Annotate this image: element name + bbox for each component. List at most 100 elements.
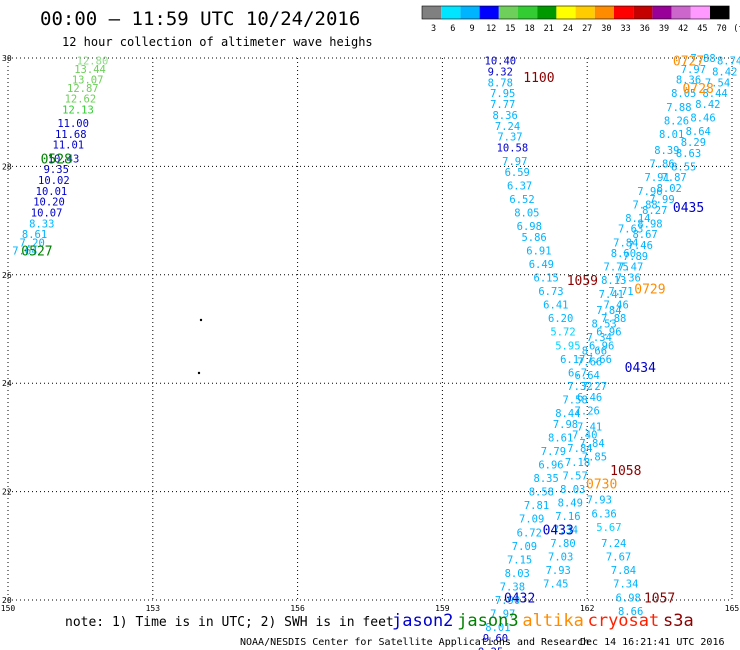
swh-value-label: 8.60 [611,248,636,260]
swh-value-label: 8.05 [514,207,539,219]
swh-value-label: 8.53 [591,319,616,331]
pass-time-label: 1100 [523,71,554,86]
x-tick-label: 156 [290,604,305,613]
swh-value-label: 7.64 [12,245,37,257]
swh-value-label: 8.55 [671,161,696,173]
swh-value-label: 7.24 [495,121,520,133]
swh-value-label: 5.72 [550,327,575,339]
colorbar-label: 45 [697,24,707,34]
swh-value-label: 7.84 [611,565,636,577]
swh-value-label: 7.99 [649,194,674,206]
swh-value-label: 7.90 [495,595,520,607]
colorbar-swatch [633,6,653,19]
swh-value-label: 8.27 [642,205,667,217]
swh-value-label: 7.20 [19,237,44,249]
colorbar-swatch [594,6,614,19]
colorbar-frame [421,5,730,20]
swh-value-label: 8.35 [534,473,559,485]
swh-value-label: 7.38 [500,581,525,593]
colorbar-swatch [422,6,442,19]
swh-value-label: 6.52 [509,194,534,206]
swh-value-label: 7.34 [553,525,578,537]
swh-value-label: 8.67 [632,229,657,241]
swh-value-label: 7.87 [661,172,686,184]
legend-s3a: s3a [663,611,694,631]
swh-value-label: 9.25 [478,646,503,650]
swh-value-label: 10.40 [485,56,517,68]
swh-value-label: 7.85 [582,451,607,463]
colorbar-swatch [460,6,480,19]
legend-altika: altika [522,611,583,631]
swh-value-label: 9.60 [483,633,508,645]
legend-cryosat: cryosat [588,611,660,631]
colorbar-swatch [575,6,595,19]
swh-value-label: 8.33 [29,218,54,230]
swh-value-label: 11.01 [53,140,85,152]
swh-value-label: 7.40 [572,430,597,442]
swh-value-label: 7.93 [587,495,612,507]
x-tick-label: 153 [146,604,161,613]
y-tick-label: 28 [2,162,12,171]
swh-value-label: 7.88 [601,313,626,325]
swh-value-label: 7.96 [637,186,662,198]
swh-value-label: 6.37 [507,180,532,192]
swh-value-label: 7.58 [562,394,587,406]
swh-value-label: 6.98 [517,221,542,233]
pass-time-label: 0730 [586,477,617,492]
swh-value-label: 7.77 [490,99,515,111]
swh-value-label: 12.13 [62,104,94,116]
swh-value-label: 6.46 [577,392,602,404]
x-tick-label: 159 [435,604,450,613]
colorbar-label: 33 [620,24,630,34]
colorbar-label: 30 [601,24,611,34]
swh-value-label: 7.27 [582,381,607,393]
pass-time-label: 0434 [625,361,656,376]
swh-value-label: 8.36 [492,110,517,122]
pass-time-labels: 0528 0527 1100 0727 0728 0435 1059 0729 0434 1058… [21,55,714,607]
swh-value-label: 8.61 [548,432,573,444]
colorbar-swatch [479,6,499,19]
swh-value-label: 7.37 [497,132,522,144]
x-tick-label: 150 [1,604,16,613]
y-tick-label: 20 [2,596,12,605]
swh-value-label: 7.98 [553,419,578,431]
colorbar-swatch [614,6,634,19]
swh-value-label: 7.84 [613,237,638,249]
pass-time-label: 1058 [610,464,641,479]
swh-value-label: 10.07 [31,207,63,219]
swh-value-label: 11.68 [55,129,87,141]
swh-value-label: 7.15 [507,554,532,566]
swh-value-label: 7.34 [587,332,612,344]
swh-value-label: 8.64 [686,126,711,138]
swh-value-label: 7.54 [705,77,730,89]
footer-timestamp: Dec 14 16:21:41 UTC 2016 [580,637,725,648]
pass-time-label: 0729 [634,282,665,297]
swh-value-label: 7.97 [681,64,706,76]
swh-value-label: 7.18 [565,457,590,469]
swh-value-label: 7.46 [628,240,653,252]
swh-value-label: 7.88 [632,199,657,211]
swh-value-label: 7.86 [649,159,674,171]
swh-value-label: 7.46 [604,300,629,312]
pass-time-label: 0432 [504,591,535,606]
swh-value-label: 7.97 [490,609,515,621]
x-tick-label: 162 [580,604,595,613]
swh-value-label: 8.74 [717,56,740,68]
swh-value-label: 7.26 [575,405,600,417]
swh-value-label: 7.91 [645,172,670,184]
swh-value-label: 9.35 [44,164,69,176]
swh-value-label: 6.96 [538,460,563,472]
footer-note: note: 1) Time is in UTC; 2) SWH is in fe… [65,615,394,630]
swh-value-label: 8.58 [529,487,554,499]
swh-value-label: 7.71 [608,286,633,298]
swh-value-label: 8.78 [488,77,513,89]
swh-value-label: 7.16 [555,511,580,523]
swh-value-label: 8.44 [555,408,580,420]
swh-value-label: 6.73 [538,286,563,298]
legend-jason2: jason2 [392,611,453,631]
colorbar-label: 36 [640,24,650,34]
swh-value-label: 8.39 [654,145,679,157]
swh-value-label: 6.91 [526,245,551,257]
swh-value-label: 7.36 [616,273,641,285]
